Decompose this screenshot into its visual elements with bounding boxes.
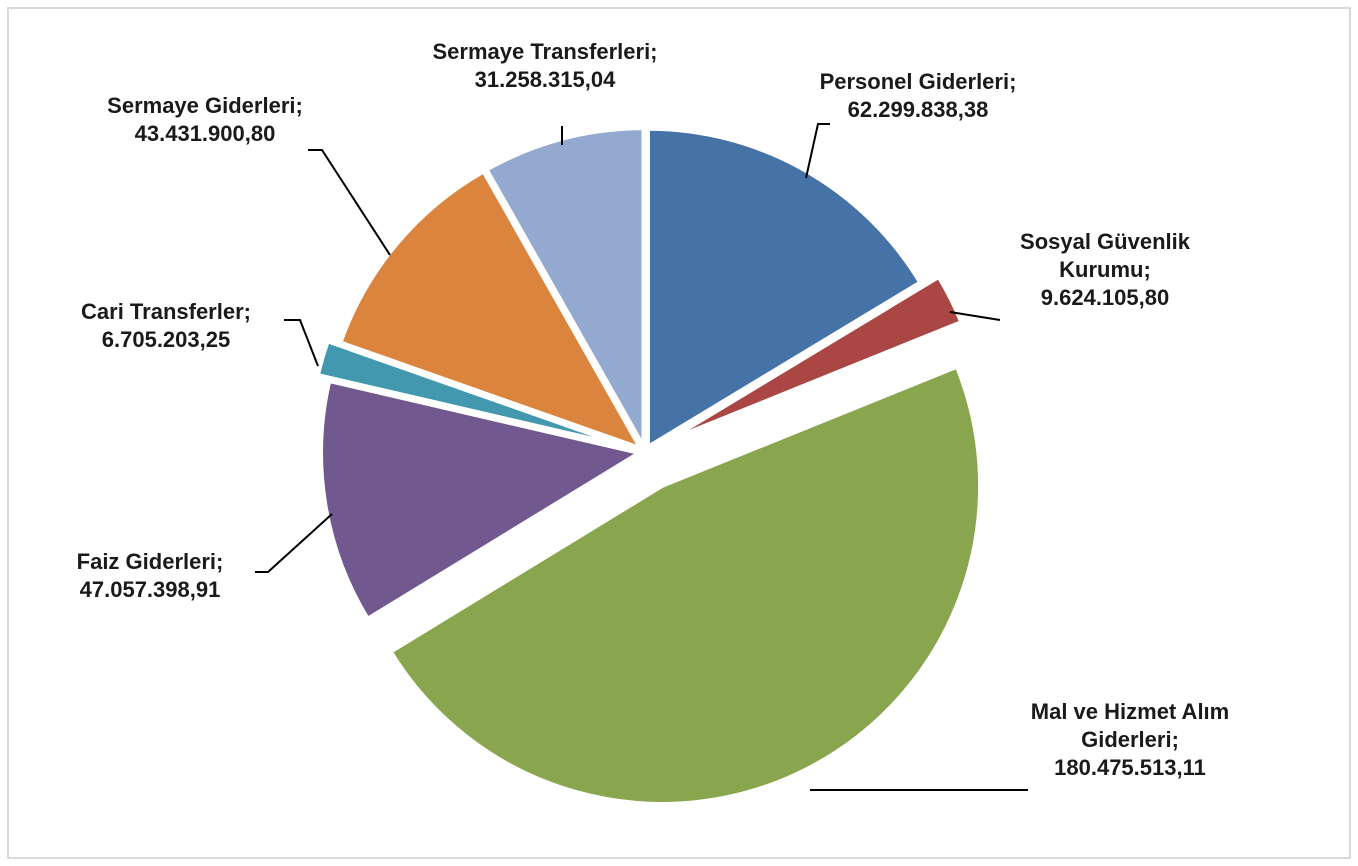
- data-label: Personel Giderleri; 62.299.838,38: [778, 68, 1058, 124]
- label-category: Sosyal Güvenlik Kurumu;: [1020, 229, 1190, 282]
- label-category: Sermaye Transferleri;: [432, 39, 658, 64]
- leader-line: [308, 149, 391, 256]
- pie-slice: [319, 378, 645, 622]
- label-value: 43.431.900,80: [134, 121, 276, 146]
- pie-slice: [645, 126, 923, 451]
- label-value: 180.475.513,11: [1054, 755, 1206, 780]
- frame: [7, 7, 1351, 859]
- label-value: 62.299.838,38: [847, 97, 989, 122]
- leader-line: [805, 123, 830, 179]
- label-value: 9.624.105,80: [1040, 285, 1170, 310]
- data-label: Faiz Giderleri; 47.057.398,91: [30, 548, 270, 604]
- pie-slice: [337, 168, 645, 452]
- pie-slice: [665, 274, 964, 444]
- label-category: Faiz Giderleri;: [76, 549, 224, 574]
- label-category: Mal ve Hizmet Alım Giderleri;: [1030, 699, 1230, 752]
- data-label: Sosyal Güvenlik Kurumu; 9.624.105,80: [985, 228, 1225, 312]
- label-value: 6.705.203,25: [101, 327, 231, 352]
- label-value: 31.258.315,04: [474, 67, 616, 92]
- label-category: Sermaye Giderleri;: [107, 93, 303, 118]
- data-label: Sermaye Transferleri; 31.258.315,04: [425, 38, 665, 94]
- pie-slice: [315, 338, 629, 449]
- label-value: 47.057.398,91: [79, 577, 221, 602]
- label-category: Cari Transferler;: [81, 299, 251, 324]
- leader-line: [255, 513, 333, 573]
- data-label: Cari Transferler; 6.705.203,25: [36, 298, 296, 354]
- leader-line: [284, 319, 319, 367]
- label-category: Personel Giderleri;: [819, 69, 1017, 94]
- leader-line: [949, 311, 1001, 321]
- data-label: Sermaye Giderleri; 43.431.900,80: [75, 92, 335, 148]
- pie-slice: [387, 364, 983, 806]
- data-label: Mal ve Hizmet Alım Giderleri; 180.475.513…: [1000, 698, 1260, 782]
